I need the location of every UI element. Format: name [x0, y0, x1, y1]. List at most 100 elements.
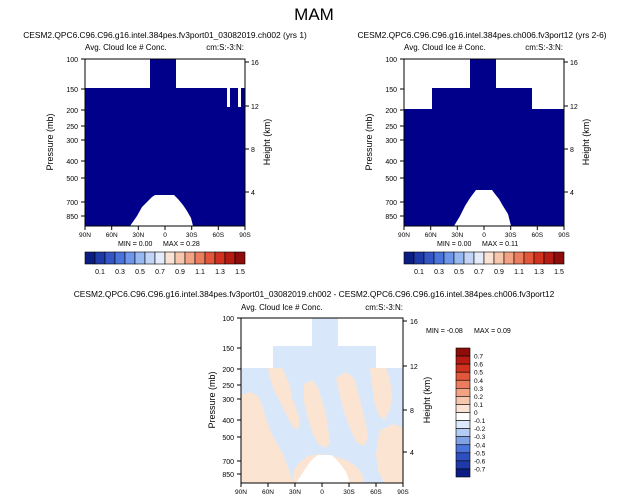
colorbar-1-box-6 — [144, 251, 156, 265]
colorbar-2-label-4: 0.9 — [494, 269, 504, 276]
colorbar-3-label-14: -0.7 — [474, 466, 486, 473]
panel-3: CESM2.QPC6.C96.C96.g16.intel.384pes.fv3p… — [74, 289, 555, 496]
panel-3-subtitle-left: Avg. Cloud Ice # Conc. — [241, 303, 323, 312]
colorbar-3-label-7: 0 — [474, 410, 478, 417]
colorbar-3-label-9: -0.2 — [474, 426, 486, 433]
panel-3-xtick-label-60n: 60N — [262, 489, 274, 496]
colorbar-1-box-14 — [224, 251, 236, 265]
panel-1-subtitle-left: Avg. Cloud Ice # Conc. — [85, 43, 167, 52]
colorbar-1-label-7: 1.5 — [235, 269, 245, 276]
colorbar-3-label-6: 0.1 — [474, 402, 483, 409]
colorbar-1-label-1: 0.3 — [115, 269, 125, 276]
colorbar-1-box-0 — [84, 251, 96, 265]
panel-2-rtick-label-16: 16 — [570, 60, 578, 67]
panel-2-xtick-label-30n: 30N — [451, 232, 463, 239]
panel-1-axis-bottom: 90N 60N 30N 0 30S 60S 90S — [79, 226, 251, 239]
colorbar-3-box-14 — [455, 460, 471, 470]
colorbar-2-box-2 — [423, 251, 435, 265]
peach-region-left — [241, 392, 292, 483]
colorbar-2-box-11 — [513, 251, 525, 265]
colorbar-1-label-4: 0.9 — [175, 269, 185, 276]
panel-1-title: CESM2.QPC6.C96.C96.g16.intel.384pes.fv3p… — [23, 30, 307, 40]
colorbar-1-box-5 — [134, 251, 146, 265]
panel-3-axis-bottom: 90N 60N 30N 0 30S 60S 90S — [235, 483, 409, 496]
colorbar-3-label-10: -0.3 — [474, 434, 486, 441]
panel-1-ytick-label-150: 150 — [66, 87, 78, 94]
panel-2-xtick-label-90s: 90S — [558, 232, 570, 239]
colorbar-3-box-8 — [455, 412, 471, 421]
peach-region-center-right — [336, 372, 368, 446]
panel-1-plot — [84, 58, 246, 227]
panel-3-ytick-label-100: 100 — [222, 316, 234, 323]
colorbar-1-label-0: 0.1 — [95, 269, 105, 276]
panel-2-ylabel-right: Height (km) — [581, 119, 591, 166]
panel-2-min-label: MIN = 0.00 — [437, 241, 472, 248]
panel-3-xtick-label-0: 0 — [320, 489, 324, 496]
panel-3-rtick-label-16: 16 — [410, 319, 418, 326]
colorbar-3-box-13 — [455, 452, 471, 462]
panel-1-ytick-label-500: 500 — [66, 176, 78, 183]
colorbar-2-box-15 — [553, 251, 565, 265]
panel-3-ytick-label-300: 300 — [222, 397, 234, 404]
panel-2-ytick-label-300: 300 — [385, 138, 397, 145]
panel-1-ytick-label-700: 700 — [66, 200, 78, 207]
panel-3-axis-right: 16 12 8 4 Height (km) — [403, 319, 432, 457]
panel-3-ytick-label-200: 200 — [222, 367, 234, 374]
panel-2-ytick-label-200: 200 — [385, 108, 397, 115]
colorbar-3-label-1: 0.6 — [474, 362, 483, 369]
panel-1-ytick-label-200: 200 — [66, 108, 78, 115]
colorbar-3-label-8: -0.1 — [474, 418, 486, 425]
panel-3-plot — [240, 317, 404, 484]
colorbar-1-box-7 — [154, 251, 166, 265]
panel-1-xtick-label-90n: 90N — [79, 232, 91, 239]
colorbar-1-box-12 — [204, 251, 216, 265]
panel-2-rtick-label-12: 12 — [570, 104, 578, 111]
colorbar-2-label-2: 0.5 — [454, 269, 464, 276]
panel-2-ytick-label-500: 500 — [385, 176, 397, 183]
colorbar-1-box-4 — [124, 251, 136, 265]
colorbar-2-box-10 — [503, 251, 515, 265]
panel-1-rtick-label-16: 16 — [251, 60, 259, 67]
peach-region-upper-left — [268, 368, 300, 430]
panel-3-ytick-label-700: 700 — [222, 459, 234, 466]
panel-3-ytick-label-400: 400 — [222, 418, 234, 425]
colorbar-2-box-13 — [533, 251, 545, 265]
colorbar-1-box-10 — [184, 251, 196, 265]
colorbar-2-label-5: 1.1 — [514, 269, 524, 276]
colorbar-2-box-6 — [463, 251, 475, 265]
colorbar-3-box-2 — [455, 363, 471, 373]
colorbar-1-box-8 — [164, 251, 176, 265]
panel-1-ytick-label-850: 850 — [66, 214, 78, 221]
panel-2-rtick-label-4: 4 — [570, 190, 574, 197]
colorbar-1-box-13 — [214, 251, 226, 265]
panel-1-rtick-label-12: 12 — [251, 104, 259, 111]
panel-1-xtick-label-60s: 60S — [213, 232, 225, 239]
colorbar-3-box-10 — [455, 428, 471, 437]
panel-3-ytick-label-850: 850 — [222, 472, 234, 479]
panel-2-title: CESM2.QPC6.C96.C96.g16.intel.384pes.ch00… — [357, 30, 606, 40]
panel-1-max-label: MAX = 0.28 — [163, 241, 200, 248]
panel-2-ytick-label-700: 700 — [385, 200, 397, 207]
colorbar-2-box-4 — [443, 251, 455, 265]
colorbar-1-box-11 — [194, 251, 206, 265]
panel-2-axis-right: 16 12 8 4 Height (km) — [564, 60, 591, 197]
panel-1-xtick-label-30n: 30N — [132, 232, 144, 239]
panel-3-max-label: MAX = 0.09 — [474, 328, 511, 335]
colorbar-3-label-0: 0.7 — [474, 354, 483, 361]
colorbar-3-box-3 — [455, 371, 471, 381]
panel-2-ylabel: Pressure (mb) — [364, 113, 374, 170]
panel-2-plot — [403, 58, 565, 227]
panel-1-rtick-label-4: 4 — [251, 190, 255, 197]
panel-1-ytick-label-250: 250 — [66, 124, 78, 131]
colorbar-2-label-7: 1.5 — [554, 269, 564, 276]
colorbar-1-box-1 — [94, 251, 106, 265]
panel-1: CESM2.QPC6.C96.C96.g16.intel.384pes.fv3p… — [23, 30, 307, 276]
colorbar-3-box-4 — [455, 379, 471, 389]
panel-3-ytick-label-150: 150 — [222, 346, 234, 353]
panel-1-ylabel: Pressure (mb) — [45, 113, 55, 170]
colorbar-1-box-9 — [174, 251, 186, 265]
panel-3-xtick-label-30n: 30N — [289, 489, 301, 496]
colorbar-2-box-12 — [523, 251, 535, 265]
panel-1-xtick-label-90s: 90S — [239, 232, 251, 239]
colorbar-3-box-0 — [455, 347, 471, 357]
